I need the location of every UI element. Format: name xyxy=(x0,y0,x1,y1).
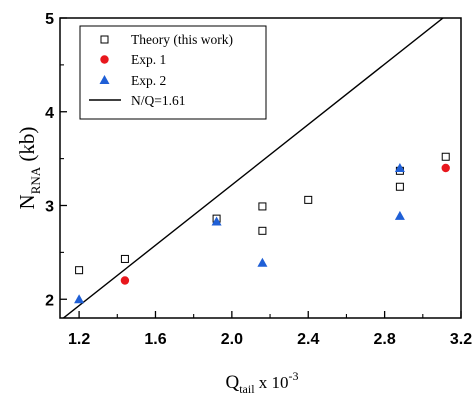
filled-circle-icon xyxy=(100,55,109,64)
x-axis-title-suffix: x 10 xyxy=(255,373,289,392)
theory-point xyxy=(120,254,129,263)
exp2-point xyxy=(74,294,85,304)
exp2-point xyxy=(394,163,405,172)
theory-point xyxy=(395,182,404,191)
legend: Theory (this work) Exp. 1 Exp. 2 N/Q=1.6… xyxy=(79,25,267,120)
y-tick-label: 4 xyxy=(45,105,54,122)
exp2-point xyxy=(211,216,222,226)
legend-item-theory: Theory (this work) xyxy=(100,32,233,47)
theory-point xyxy=(75,266,84,275)
x-tick-label: 2.0 xyxy=(221,331,243,348)
theory-point xyxy=(258,226,267,235)
x-axis-title: Qtail x 10-3 xyxy=(225,369,298,396)
x-axis-title-sup: -3 xyxy=(289,369,299,383)
y-axis-title-sub: RNA xyxy=(28,166,43,194)
legend-item-exp1: Exp. 1 xyxy=(100,52,166,67)
theory-point xyxy=(304,195,313,204)
legend-label-theory: Theory (this work) xyxy=(131,32,233,47)
x-tick-label: 1.2 xyxy=(68,331,90,348)
y-tick-label: 3 xyxy=(45,199,54,216)
x-tick-labels: 1.2 1.6 2.0 2.4 2.8 3.2 xyxy=(68,331,472,348)
legend-label-exp2: Exp. 2 xyxy=(131,73,166,88)
x-tick-label: 3.2 xyxy=(450,331,472,348)
y-tick-label: 2 xyxy=(45,292,54,309)
plot-frame xyxy=(59,17,462,319)
x-tick-label: 2.8 xyxy=(373,331,395,348)
y-axis-title-suffix: (kb) xyxy=(15,127,39,167)
filled-triangle-icon xyxy=(99,75,110,84)
exp1-point xyxy=(120,276,130,285)
theory-point xyxy=(258,202,267,211)
legend-box xyxy=(79,25,267,120)
series-line-n-q xyxy=(62,18,445,318)
legend-label-exp1: Exp. 1 xyxy=(131,52,166,67)
legend-label-line: N/Q=1.61 xyxy=(131,93,186,108)
y-axis-title-main: N xyxy=(15,194,39,209)
x-axis-title-main: Q xyxy=(225,372,239,393)
x-tick-label: 2.4 xyxy=(297,331,319,348)
y-axis-title: NRNA (kb) xyxy=(15,127,43,210)
x-tick-label: 1.6 xyxy=(144,331,166,348)
exp2-point xyxy=(257,257,268,267)
y-tick-label: 5 xyxy=(45,11,54,28)
legend-item-line: N/Q=1.61 xyxy=(89,93,186,108)
open-square-icon xyxy=(100,35,109,44)
exp1-point xyxy=(441,163,450,173)
theory-point xyxy=(441,152,450,161)
y-tick-labels: 2 3 4 5 xyxy=(45,11,54,309)
x-axis-title-sub: tail xyxy=(239,382,255,396)
exp2-point xyxy=(394,210,405,220)
data-markers xyxy=(74,152,450,304)
legend-item-exp2: Exp. 2 xyxy=(99,73,166,88)
